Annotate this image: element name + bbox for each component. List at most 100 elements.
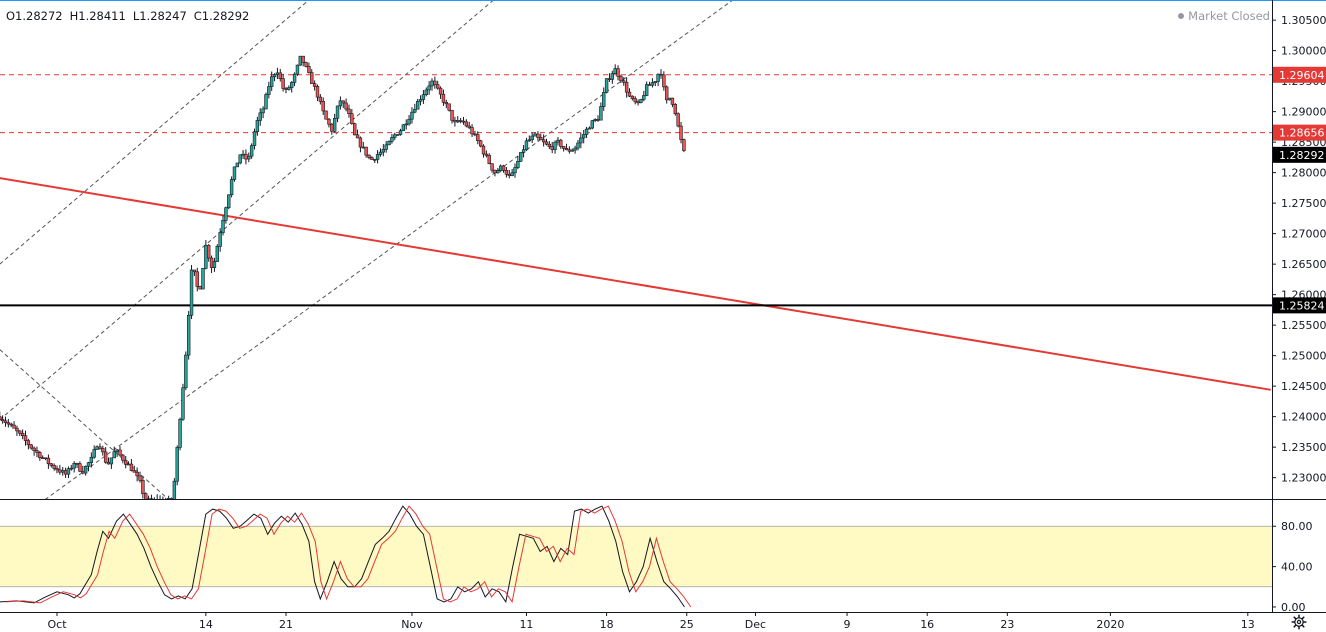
candle-down[interactable] — [344, 98, 348, 112]
candle-up[interactable] — [232, 166, 237, 182]
candle-down[interactable] — [676, 112, 680, 128]
stochastic-d-line[interactable] — [5, 505, 692, 608]
candle-down[interactable] — [195, 267, 199, 292]
candle-up[interactable] — [390, 133, 394, 144]
candle-down[interactable] — [647, 81, 652, 86]
candle-up[interactable] — [516, 155, 520, 170]
candle-up[interactable] — [332, 113, 337, 133]
candle-up[interactable] — [613, 64, 617, 74]
candle-down[interactable] — [138, 471, 142, 483]
candle-up[interactable] — [292, 72, 297, 87]
candle-up[interactable] — [496, 168, 500, 174]
candle-down[interactable] — [341, 100, 345, 109]
candle-up[interactable] — [229, 176, 234, 198]
candle-up[interactable] — [418, 95, 423, 106]
candle-up[interactable] — [610, 70, 615, 84]
candle-up[interactable] — [667, 97, 672, 101]
candle-up[interactable] — [513, 163, 517, 178]
candle-up[interactable] — [393, 132, 397, 141]
candle-down[interactable] — [487, 153, 491, 165]
candle-up[interactable] — [401, 124, 406, 132]
candle-down[interactable] — [624, 77, 629, 98]
candle-down[interactable] — [358, 136, 363, 153]
candle-down[interactable] — [467, 121, 471, 130]
candle-up[interactable] — [521, 145, 526, 158]
candle-down[interactable] — [304, 61, 308, 68]
candle-down[interactable] — [616, 65, 620, 81]
candle-down[interactable] — [75, 462, 79, 469]
candle-down[interactable] — [321, 97, 325, 116]
candle-down[interactable] — [536, 131, 540, 141]
candle-up[interactable] — [395, 134, 400, 136]
candle-up[interactable] — [290, 81, 294, 93]
candle-down[interactable] — [129, 459, 134, 472]
candle-down[interactable] — [436, 80, 440, 90]
candle-down[interactable] — [561, 146, 566, 152]
candle-down[interactable] — [453, 116, 457, 127]
candle-down[interactable] — [23, 430, 28, 446]
candle-down[interactable] — [312, 80, 317, 91]
candle-up[interactable] — [573, 145, 577, 154]
candle-up[interactable] — [553, 140, 557, 154]
candle-up[interactable] — [375, 150, 380, 164]
candle-down[interactable] — [490, 163, 494, 173]
candle-down[interactable] — [38, 450, 42, 461]
candle-down[interactable] — [284, 86, 288, 94]
candle-down[interactable] — [596, 115, 600, 122]
candle-down[interactable] — [78, 461, 82, 473]
candle-down[interactable] — [544, 138, 549, 146]
candle-down[interactable] — [307, 62, 311, 74]
candle-up[interactable] — [146, 495, 151, 504]
candle-up[interactable] — [189, 264, 194, 320]
candle-up[interactable] — [639, 98, 643, 104]
candle-up[interactable] — [235, 162, 240, 168]
candle-up[interactable] — [72, 461, 76, 473]
candle-down[interactable] — [29, 443, 33, 450]
channel-line[interactable] — [0, 0, 607, 265]
candle-down[interactable] — [364, 146, 368, 158]
candle-down[interactable] — [63, 467, 68, 478]
candle-up[interactable] — [221, 215, 225, 236]
candle-down[interactable] — [458, 117, 463, 124]
candle-up[interactable] — [204, 240, 208, 270]
candle-down[interactable] — [118, 446, 122, 457]
candle-up[interactable] — [407, 115, 411, 126]
candle-down[interactable] — [101, 445, 105, 456]
candle-down[interactable] — [433, 76, 437, 89]
candle-down[interactable] — [478, 139, 483, 148]
candle-down[interactable] — [355, 129, 360, 139]
candle-down[interactable] — [156, 494, 159, 507]
candle-down[interactable] — [350, 108, 354, 125]
candle-up[interactable] — [298, 55, 303, 66]
candle-down[interactable] — [26, 438, 31, 450]
candle-up[interactable] — [338, 96, 343, 110]
candle-down[interactable] — [481, 144, 486, 158]
candle-up[interactable] — [261, 106, 265, 119]
candle-down[interactable] — [367, 154, 371, 160]
channel-line[interactable] — [0, 0, 881, 533]
candle-down[interactable] — [659, 69, 663, 79]
candle-up[interactable] — [224, 206, 228, 224]
candle-down[interactable] — [470, 124, 474, 137]
candle-down[interactable] — [12, 421, 16, 429]
candle-down[interactable] — [504, 167, 509, 178]
candle-down[interactable] — [370, 156, 374, 160]
candle-up[interactable] — [599, 102, 603, 121]
candle-up[interactable] — [175, 445, 179, 486]
candle-up[interactable] — [252, 128, 257, 150]
candle-down[interactable] — [132, 465, 136, 473]
candle-up[interactable] — [413, 103, 417, 114]
candle-down[interactable] — [149, 494, 154, 502]
candle-down[interactable] — [679, 121, 683, 144]
candle-up[interactable] — [275, 67, 280, 80]
candle-down[interactable] — [539, 133, 543, 141]
candle-up[interactable] — [159, 495, 162, 507]
candle-up[interactable] — [61, 467, 65, 476]
candle-up[interactable] — [181, 383, 185, 421]
candle-up[interactable] — [83, 465, 88, 476]
candle-down[interactable] — [121, 453, 125, 464]
candle-up[interactable] — [556, 137, 560, 146]
candle-down[interactable] — [484, 150, 489, 158]
candle-down[interactable] — [106, 457, 111, 465]
candle-down[interactable] — [564, 143, 569, 151]
